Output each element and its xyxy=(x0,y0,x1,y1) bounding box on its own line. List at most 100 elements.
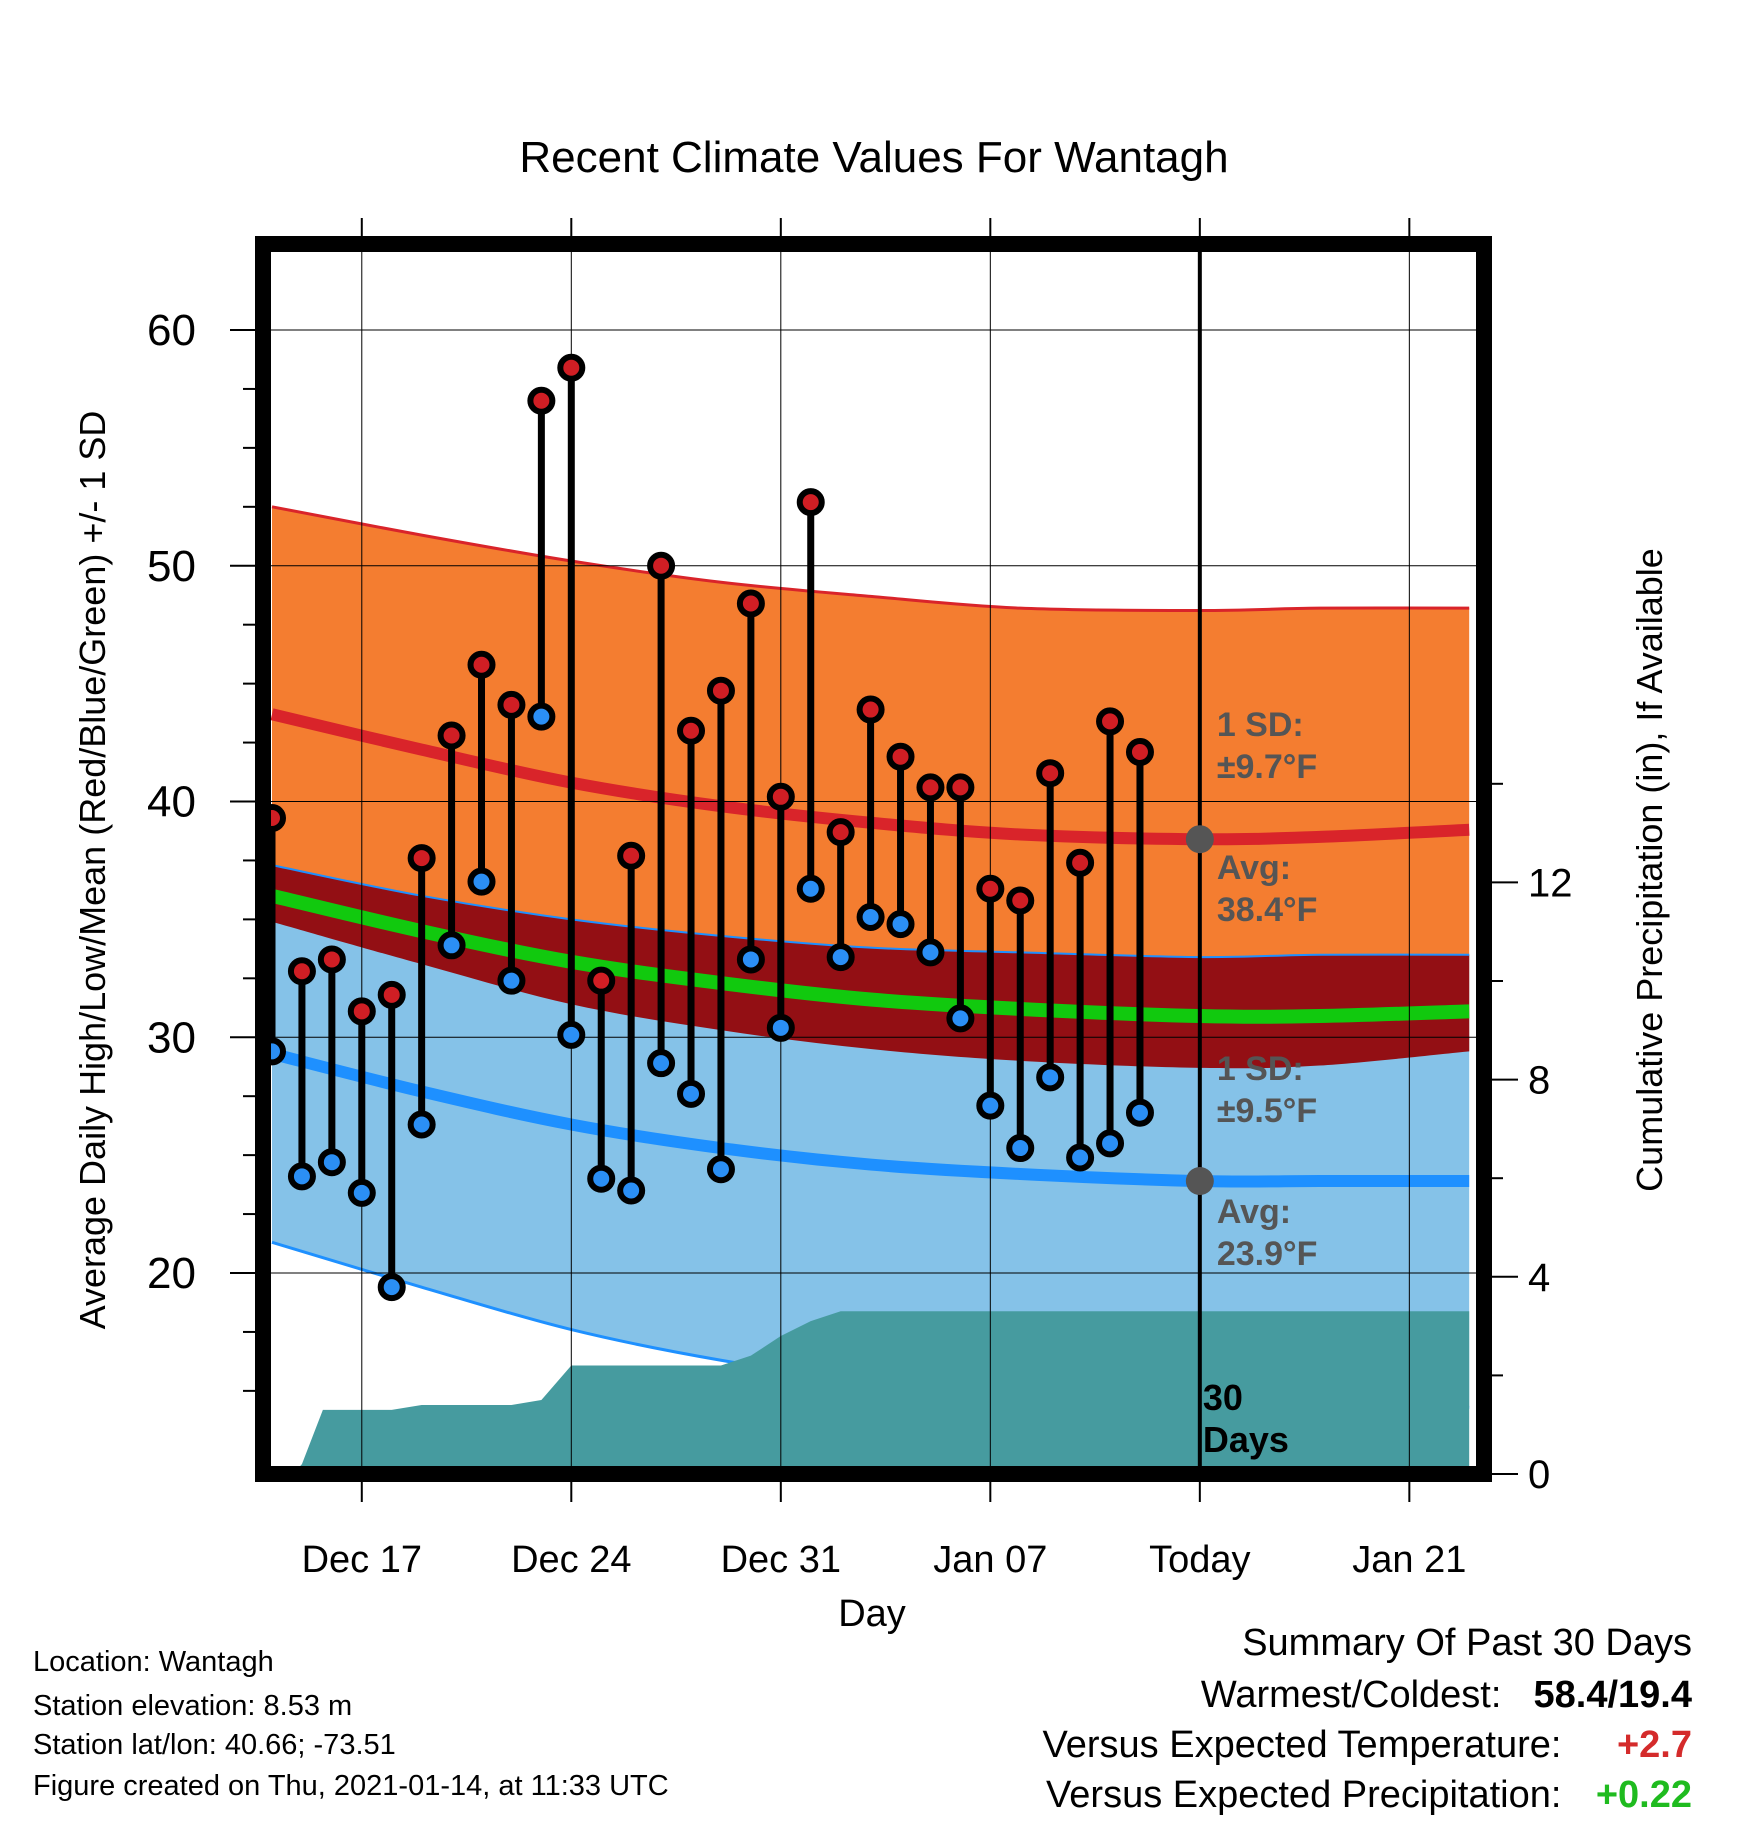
daily-low-point xyxy=(706,1155,735,1184)
daily-high-point xyxy=(1066,848,1095,877)
summary-warm-cold-label: Warmest/Coldest: xyxy=(1200,1674,1502,1716)
plot-area: 1 SD: ±9.7°F Avg: 38.4°F 1 SD: ±9.5°F Avg: 23.9… xyxy=(147,218,1573,1581)
daily-high-point xyxy=(976,874,1005,903)
daily-low-point xyxy=(856,903,885,932)
daily-low-point xyxy=(1096,1129,1125,1158)
daily-low-point xyxy=(1006,1134,1035,1163)
daily-high-point xyxy=(886,742,915,771)
daily-low-point xyxy=(347,1178,376,1207)
daily-high-point xyxy=(617,841,646,870)
summary-temp-label: Versus Expected Temperature: xyxy=(1042,1724,1562,1766)
daily-high-point xyxy=(796,488,825,517)
daily-low-point xyxy=(796,874,825,903)
info-created: Figure created on Thu, 2021-01-14, at 11… xyxy=(33,1770,669,1802)
daily-low-point xyxy=(826,943,855,972)
summary-precip: Versus Expected Precipitation: +0.22 xyxy=(1046,1776,1692,1814)
plot-frame xyxy=(255,236,1492,1482)
daily-high-point xyxy=(1125,737,1154,766)
daily-high-point xyxy=(527,386,556,415)
high-sd-upper-line xyxy=(271,505,1470,613)
high-sd-label: 1 SD: xyxy=(1217,706,1304,744)
daily-high-point xyxy=(946,773,975,802)
info-elevation: Station elevation: 8.53 m xyxy=(33,1690,353,1722)
info-latlon: Station lat/lon: 40.66; -73.51 xyxy=(33,1729,396,1761)
daily-high-point xyxy=(557,353,586,382)
y-tick-label-left: 40 xyxy=(147,778,196,827)
daily-high-point xyxy=(856,695,885,724)
today-high-avg-marker xyxy=(1185,825,1214,854)
daily-low-point xyxy=(1125,1098,1154,1127)
x-tick-label: Dec 31 xyxy=(721,1539,841,1581)
x-tick-label: Jan 07 xyxy=(933,1539,1047,1581)
daily-low-point xyxy=(497,966,526,995)
y-tick-label-right: 0 xyxy=(1528,1453,1550,1497)
daily-high-point xyxy=(1096,707,1125,736)
high-sd-value: ±9.7°F xyxy=(1217,748,1317,786)
low-sd-upper-line xyxy=(271,864,1470,959)
info-location: Location: Wantagh xyxy=(33,1646,274,1678)
daily-high-point xyxy=(826,818,855,847)
daily-low-point xyxy=(467,867,496,896)
daily-low-point xyxy=(946,1004,975,1033)
daily-high-point xyxy=(437,721,466,750)
daily-low-point xyxy=(377,1273,406,1302)
daily-high-point xyxy=(497,690,526,719)
daily-high-point xyxy=(467,650,496,679)
daily-high-point xyxy=(1036,759,1065,788)
daily-high-point xyxy=(677,716,706,745)
daily-low-point xyxy=(317,1148,346,1177)
daily-low-point xyxy=(677,1079,706,1108)
daily-high-point xyxy=(736,589,765,618)
summary-warm-cold: Warmest/Coldest: 58.4/19.4 xyxy=(1201,1676,1692,1714)
daily-high-point xyxy=(377,980,406,1009)
mean-avg-line xyxy=(270,888,1470,1024)
daily-high-point xyxy=(916,773,945,802)
daily-low-point xyxy=(287,1162,316,1191)
high-avg-value: 38.4°F xyxy=(1217,891,1318,929)
summary-warm-cold-value: 58.4/19.4 xyxy=(1533,1674,1692,1716)
daily-low-point xyxy=(886,910,915,939)
daily-high-point xyxy=(317,945,346,974)
chart-title: Recent Climate Values For Wantagh xyxy=(519,133,1228,182)
y-tick-label-left: 60 xyxy=(147,306,196,355)
x-tick-label: Jan 21 xyxy=(1352,1539,1466,1581)
daily-low-point xyxy=(617,1176,646,1205)
daily-high-point xyxy=(587,966,616,995)
daily-low-point xyxy=(1066,1143,1095,1172)
y-axis-label-right: Cumulative Precipitation (in), If Availa… xyxy=(1629,548,1670,1192)
x-tick-label: Dec 24 xyxy=(511,1539,631,1581)
daily-low-point xyxy=(766,1013,795,1042)
y-tick-label-right: 4 xyxy=(1528,1256,1550,1300)
x-tick-label: Today xyxy=(1149,1539,1250,1581)
daily-high-point xyxy=(287,957,316,986)
y-tick-label-left: 20 xyxy=(147,1249,196,1298)
daily-low-point xyxy=(916,938,945,967)
daily-high-point xyxy=(347,997,376,1026)
y-tick-label-right: 12 xyxy=(1528,861,1573,905)
daily-low-point xyxy=(736,945,765,974)
daily-low-point xyxy=(557,1020,586,1049)
precip-area xyxy=(292,1311,1470,1474)
summary-title: Summary Of Past 30 Days xyxy=(1242,1622,1692,1664)
daily-low-point xyxy=(407,1110,436,1139)
y-axis-label-left: Average Daily High/Low/Mean (Red/Blue/Gr… xyxy=(72,411,113,1330)
x-tick-label: Dec 17 xyxy=(302,1539,422,1581)
today-days-label-2: Days xyxy=(1203,1419,1289,1460)
today-low-avg-marker xyxy=(1185,1167,1214,1196)
daily-high-point xyxy=(766,782,795,811)
y-tick-label-right: 8 xyxy=(1528,1059,1550,1103)
summary-precip-value: +0.22 xyxy=(1595,1774,1692,1816)
summary-temp-value: +2.7 xyxy=(1616,1724,1692,1766)
daily-high-point xyxy=(706,676,735,705)
daily-high-point xyxy=(1006,886,1035,915)
low-avg-line xyxy=(270,1047,1470,1188)
daily-low-point xyxy=(437,931,466,960)
daily-low-point xyxy=(527,702,556,731)
low-avg-label: Avg: xyxy=(1217,1193,1291,1231)
low-sd-value: ±9.5°F xyxy=(1217,1092,1317,1130)
daily-low-point xyxy=(647,1049,676,1078)
daily-high-point xyxy=(647,551,676,580)
y-tick-label-left: 50 xyxy=(147,542,196,591)
x-axis-label: Day xyxy=(838,1593,906,1635)
